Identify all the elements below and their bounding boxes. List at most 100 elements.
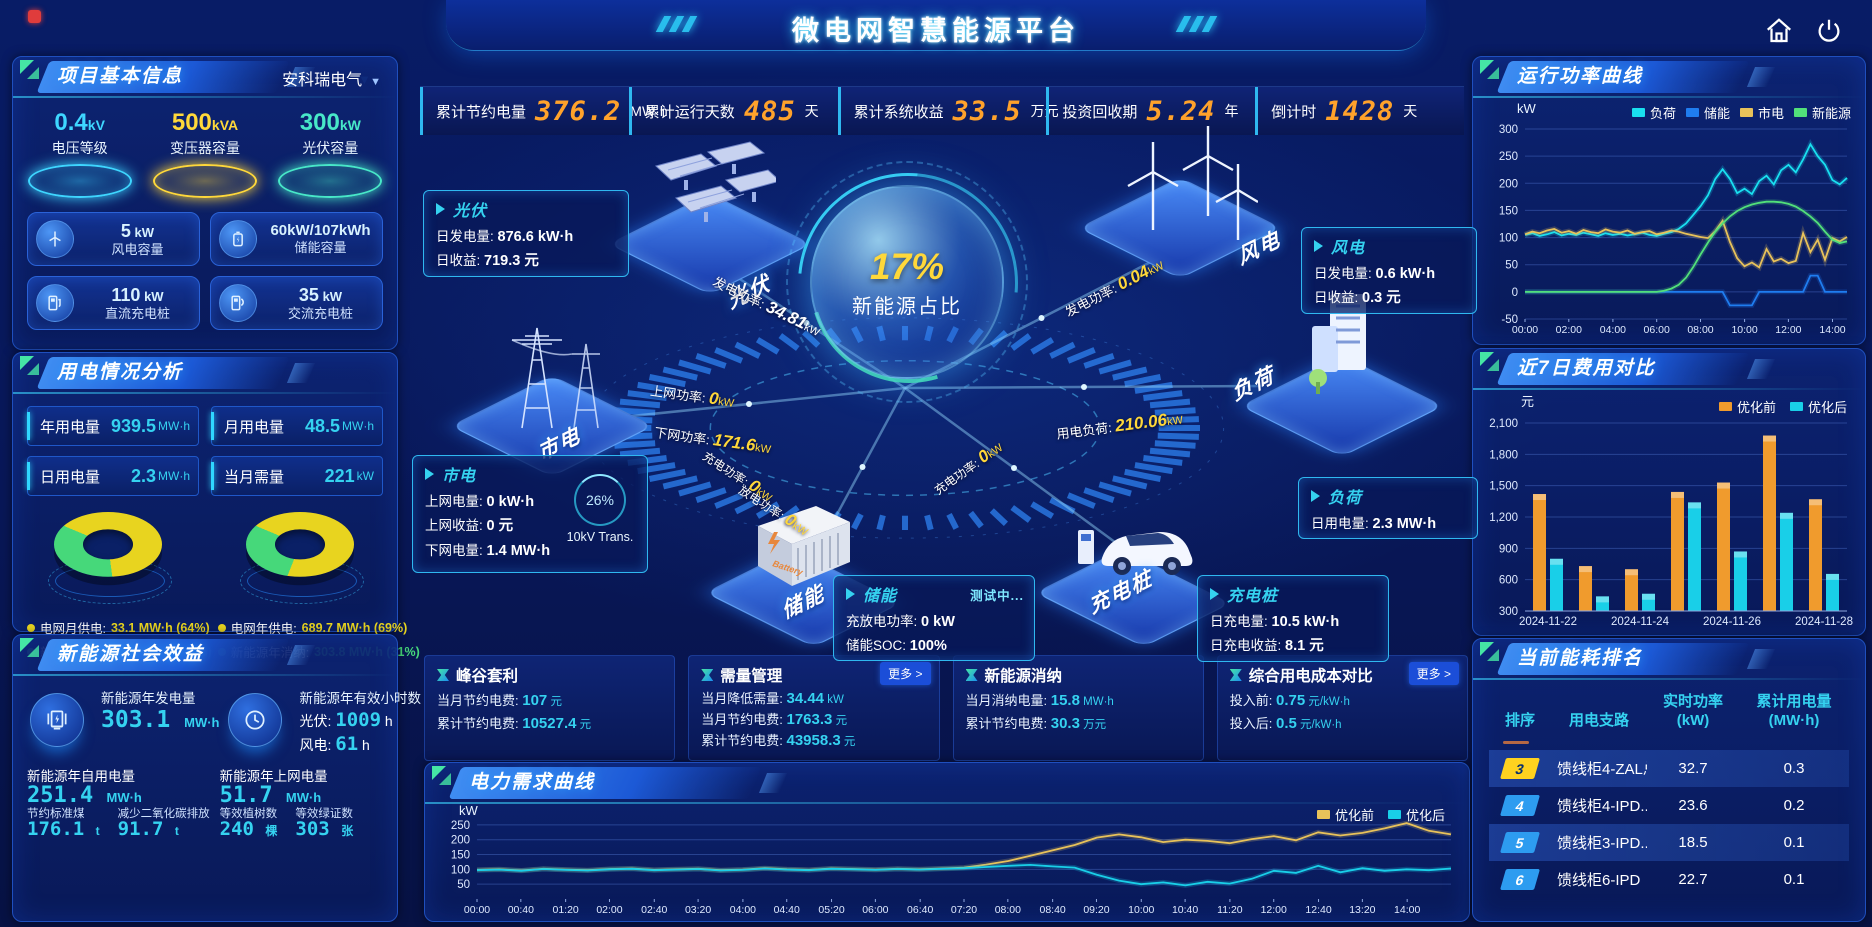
usage-stats: 年用电量 939.5 MW·h 月用电量 48.5 MW·h 日用电量 2.3 MW·h 当月需量… [13,393,397,496]
wind-info-card: 风电 日发电量: 0.6 kW·h 日收益: 0.3 元 [1301,227,1477,314]
arrow-icon [846,588,855,600]
company-selector[interactable]: 安科瑞电气 ▼ [282,72,381,89]
legend-优化后[interactable]: 优化后 [1387,805,1445,824]
kpi-累计运行天数: 累计运行天数 485 天 [628,87,838,135]
svg-text:06:40: 06:40 [907,904,933,916]
svg-text:14:00: 14:00 [1394,904,1420,916]
legend-优化前[interactable]: 优化前 [1316,805,1374,824]
usage-stat-月用电量: 月用电量 48.5 MW·h [211,406,383,446]
annual-self-use: 新能源年自用电量 251.4 MW·h 节约标准煤 176.1 t 减少二氧化碳排放 91… [27,769,210,840]
branch-name: 馈线柜3-IPD... [1557,834,1647,852]
panel-energy-rank: 当前能耗排名 排序 用电支路 实时功率 (kW) 累计用电量 (MW·h) 3 馈线柜4… [1472,638,1866,922]
status-badge: 测试中... [970,588,1024,603]
rank-table-header: 排序 用电支路 实时功率 (kW) 累计用电量 (MW·h) [1504,693,1832,729]
annual-grid-export: 新能源年上网电量 51.7 MW·h 等效植树数 240 棵等效绿证数 303 张 [219,769,354,840]
panel-corner-icon [20,638,42,660]
transformer-gauge: 26% 10kV Trans. [563,474,637,544]
rank-row-5[interactable]: 5 馈线柜3-IPD... 18.5 0.1 [1489,823,1849,861]
branch-name: 馈线柜4-IPD... [1557,797,1647,815]
panel-title: 新能源社会效益 [57,644,205,665]
kpi-累计节约电量: 累计节约电量 376.2 MW·h [420,87,668,135]
cost-compare-chart: 300 600 900 1,200 1,500 1,800 2,100 2024-11-22 2… [1479,415,1857,634]
svg-text:300: 300 [1499,606,1518,618]
legend-优化前[interactable]: 优化前 [1718,397,1776,416]
legend-新能源[interactable]: 新能源 [1793,103,1851,122]
legend-储能[interactable]: 储能 [1685,103,1730,122]
rank-row-4[interactable]: 4 馈线柜4-IPD... 23.6 0.2 [1489,787,1849,824]
svg-text:11:20: 11:20 [1217,904,1243,916]
branch-name: 馈线柜4-ZAL总 [1557,760,1647,778]
dc-charging-pile-icon [36,284,74,322]
power-towers-icon [482,288,632,443]
capacity-card-交流充电桩: 35 kW 交流充电桩 [210,276,383,330]
podium-光伏容量: 300kW 光伏容量 [270,109,390,198]
svg-text:01:20: 01:20 [552,904,578,916]
legend-优化后[interactable]: 优化后 [1789,397,1847,416]
y-axis-unit: 元 [1521,394,1535,409]
annual-generation: 新能源年发电量 303.1 MW·h [21,687,219,755]
svg-text:10:40: 10:40 [1172,904,1198,916]
panel-corner-icon [432,766,454,788]
svg-text:250: 250 [451,820,470,832]
rank-badge: 5 [1499,831,1541,853]
svg-text:04:00: 04:00 [730,904,756,916]
panel-cost-compare: 近7日费用对比 元 优化前 优化后 300 600 900 1,200 1,500 1,80… [1472,348,1866,636]
scroll-indicator [1503,740,1529,744]
rank-row-6[interactable]: 6 馈线柜6-IPD 22.7 0.1 [1489,861,1849,898]
more-button[interactable]: 更多 > [880,662,931,685]
svg-text:00:40: 00:40 [508,904,534,916]
svg-text:12:00: 12:00 [1261,904,1287,916]
record-indicator [28,10,41,23]
podium-变压器容量: 500kVA 变压器容量 [145,109,265,198]
svg-text:07:20: 07:20 [951,904,977,916]
svg-text:00:00: 00:00 [1512,324,1538,336]
legend-负荷[interactable]: 负荷 [1631,103,1676,122]
capacity-podiums: 0.4kV 电压等级 500kVA 变压器容量 300kW 光伏容量 [13,97,397,198]
capacity-card-风电容量: 5 kW 风电容量 [27,212,200,266]
title-banner [446,0,1426,51]
more-button[interactable]: 更多 > [1408,662,1459,685]
svg-text:03:20: 03:20 [685,904,711,916]
home-icon[interactable] [1764,16,1794,46]
svg-text:2024-11-22: 2024-11-22 [1519,616,1577,628]
arrow-icon [1311,490,1320,502]
new-energy-share-sphere: 17% 新能源占比 [810,185,1004,379]
usage-stat-当月需量: 当月需量 221 kW [211,456,383,496]
podium-电压等级: 0.4kV 电压等级 [20,109,140,198]
arrow-icon [425,468,434,480]
svg-text:12:40: 12:40 [1305,904,1331,916]
panel-title: 运行功率曲线 [1517,66,1644,87]
svg-text:06:00: 06:00 [862,904,888,916]
grid-info-card: 市电 26% 10kV Trans. 上网电量: 0 kW·h 上网收益: 0 元… [412,455,648,573]
legend-市电[interactable]: 市电 [1739,103,1784,122]
panel-power-curve: 运行功率曲线 kW 负荷 储能 市电 新能源 -50 0 50 100 150 200 250 30… [1472,56,1866,345]
transformer-load-pct: 26% [574,474,626,526]
battery-icon [219,220,257,258]
svg-text:300: 300 [1499,124,1518,136]
panel-corner-icon [1480,642,1502,664]
month-supply-donut [44,512,174,604]
panel-title: 当前能耗排名 [1517,648,1644,669]
arrow-icon [1210,588,1219,600]
y-axis-unit: kW [459,803,478,818]
kpi-bar: 累计节约电量 376.2 MW·h 累计运行天数 485 天累计系统收益 33.5 万元 投资回… [420,86,1464,135]
y-axis-unit: kW [1517,101,1536,116]
capacity-cards: 5 kW 风电容量 60kW/107kWh 储能容量 110 kW 直流充电桩 35 kW 交… [13,198,397,330]
ev-car-icon [1068,496,1208,601]
wind-turbines-icon [1108,112,1259,267]
wind-turbine-icon [36,220,74,258]
panel-social-benefit: 新能源社会效益 新能源年发电量 303.1 MW·h 新能源年有效小时数 光伏:… [12,634,421,922]
svg-text:06:00: 06:00 [1644,324,1670,336]
benefit-card-需量管理: 需量管理 更多 > 当月降低需量: 34.44 kW 当月节约电费: 1763.3 元… [688,655,940,761]
svg-text:1,500: 1,500 [1489,481,1518,493]
kpi-倒计时: 倒计时 1428 天 [1255,87,1464,135]
storage-info-card: 储能 测试中... 充放电功率: 0 kW 储能SOC: 100% [833,575,1035,661]
supply-donuts [13,512,397,604]
svg-text:100: 100 [1499,233,1518,245]
svg-text:600: 600 [1499,575,1518,587]
benefit-cards-row: 峰谷套利 当月节约电费: 107 元累计节约电费: 10527.4 元需量管理 更多… [424,655,1468,761]
power-icon[interactable] [1814,16,1844,46]
ac-charging-pile-icon [219,284,257,322]
legend-item: 电网月供电: 33.1 MW·h (64%) [27,618,212,637]
